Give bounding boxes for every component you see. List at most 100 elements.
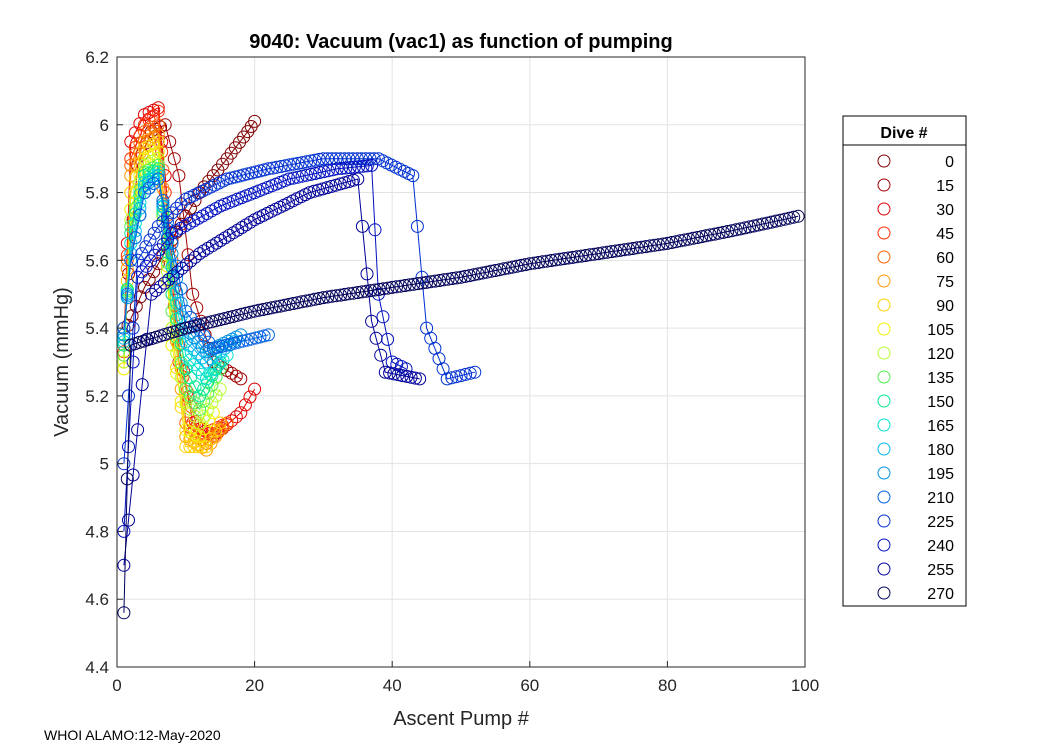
- data-point: [566, 250, 580, 264]
- legend: Dive # 0 15 30 45 60 75 90 105 120 135 150 165 180 19…: [842, 115, 967, 607]
- legend-marker: [877, 538, 891, 552]
- data-point: [678, 233, 692, 247]
- data-point: [142, 172, 156, 186]
- data-point: [307, 184, 321, 198]
- x-tick-label: 20: [245, 676, 264, 695]
- data-point: [549, 253, 563, 267]
- y-tick-label: 4.4: [85, 658, 109, 677]
- data-point: [170, 259, 184, 273]
- legend-title: Dive #: [880, 125, 927, 142]
- data-point: [188, 396, 202, 410]
- series-line: [123, 158, 475, 464]
- data-point: [193, 430, 207, 444]
- data-point: [204, 367, 218, 381]
- y-tick-label: 6.2: [85, 48, 109, 67]
- data-point: [506, 260, 520, 274]
- data-point: [381, 281, 395, 295]
- data-point: [420, 275, 434, 289]
- data-point: [188, 380, 202, 394]
- data-point: [445, 371, 459, 385]
- data-point: [170, 296, 184, 310]
- data-point: [206, 341, 220, 355]
- data-point: [183, 339, 197, 353]
- data-point: [295, 295, 309, 309]
- data-point: [342, 287, 356, 301]
- data-point: [385, 280, 399, 294]
- legend-marker: [877, 586, 891, 600]
- data-point: [699, 229, 713, 243]
- data-point: [179, 321, 193, 335]
- data-point: [218, 312, 231, 326]
- data-point: [782, 211, 796, 225]
- legend-entry: 165: [877, 418, 954, 435]
- data-point: [191, 363, 205, 376]
- legend-label: 225: [927, 514, 954, 531]
- data-point: [211, 340, 225, 354]
- legend-marker: [877, 370, 891, 384]
- legend-entry: 15: [877, 178, 954, 195]
- data-point: [244, 332, 258, 346]
- data-point: [317, 165, 331, 179]
- data-point: [131, 253, 145, 267]
- data-point: [213, 313, 227, 327]
- data-point: [493, 263, 507, 277]
- data-point: [454, 369, 468, 383]
- data-point: [449, 370, 463, 384]
- legend-marker: [877, 178, 891, 192]
- data-point: [363, 152, 377, 166]
- legend-label: 15: [936, 178, 954, 195]
- data-point: [579, 249, 593, 262]
- data-point: [480, 265, 494, 279]
- data-point: [312, 292, 326, 305]
- data-point: [383, 366, 397, 380]
- legend-marker: [877, 274, 891, 288]
- data-point: [170, 201, 184, 215]
- data-point: [201, 402, 215, 416]
- data-point: [126, 321, 140, 335]
- data-point: [295, 156, 309, 170]
- data-point: [202, 414, 216, 428]
- legend-label: 150: [927, 394, 954, 411]
- data-point: [413, 372, 427, 386]
- legend-marker: [877, 466, 891, 480]
- data-point: [531, 256, 545, 269]
- data-point: [514, 258, 528, 272]
- data-point: [278, 159, 292, 173]
- y-tick-label: 5: [100, 455, 109, 474]
- data-point: [484, 264, 498, 278]
- data-point: [734, 222, 748, 236]
- data-point: [138, 186, 151, 200]
- x-tick-label: 80: [658, 676, 677, 695]
- data-point: [760, 216, 774, 230]
- data-point: [199, 440, 213, 454]
- series-line: [123, 121, 256, 336]
- data-point: [665, 236, 679, 249]
- data-point: [149, 284, 163, 297]
- data-point: [291, 170, 305, 184]
- data-point: [219, 338, 233, 352]
- data-point: [686, 231, 700, 245]
- data-point: [751, 218, 765, 232]
- legend-marker: [877, 442, 891, 456]
- data-point: [325, 152, 339, 166]
- data-point: [471, 267, 485, 281]
- data-point: [156, 215, 170, 229]
- data-point: [286, 297, 300, 310]
- legend-label: 45: [936, 226, 954, 243]
- data-point: [124, 253, 138, 267]
- legend-marker: [877, 154, 891, 168]
- legend-marker: [877, 490, 891, 504]
- data-point: [193, 416, 207, 430]
- data-point: [316, 291, 330, 305]
- data-point: [553, 252, 567, 266]
- data-point: [183, 320, 197, 334]
- data-point: [501, 261, 515, 275]
- data-point: [226, 310, 240, 323]
- data-point: [313, 166, 327, 179]
- data-point: [162, 272, 176, 286]
- data-point: [174, 371, 188, 385]
- data-point: [191, 440, 205, 454]
- data-point: [570, 250, 584, 264]
- data-point: [596, 246, 610, 260]
